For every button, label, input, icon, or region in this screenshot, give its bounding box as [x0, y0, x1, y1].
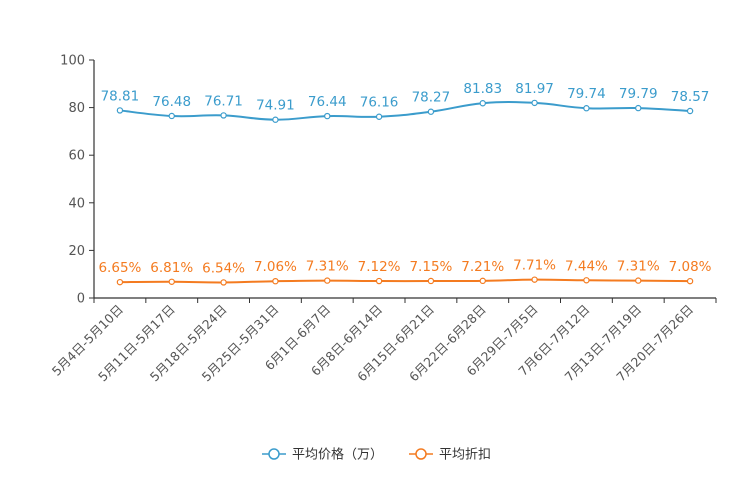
data-point [324, 112, 331, 120]
data-point [272, 116, 279, 123]
data-label: 7.06% [254, 259, 297, 275]
data-label: 7.71% [513, 258, 556, 274]
data-label: 6.65% [98, 260, 141, 276]
data-label: 78.57 [671, 89, 710, 105]
data-label: 7.31% [617, 259, 660, 275]
data-point [116, 107, 124, 114]
legend-item-1[interactable]: 平均折扣 [409, 448, 491, 463]
legend-marker-icon [268, 448, 280, 460]
data-label: 76.16 [360, 95, 399, 111]
data-point [427, 277, 435, 285]
data-point [375, 113, 383, 120]
legend-item-0[interactable]: 平均价格（万） [262, 447, 383, 463]
data-point [479, 277, 486, 285]
y-tick-label: 100 [60, 54, 85, 69]
data-point [220, 112, 227, 119]
data-label: 7.15% [409, 259, 452, 275]
data-point [686, 277, 694, 285]
data-point [686, 107, 694, 115]
series-line-0 [119, 101, 691, 121]
data-point [116, 278, 124, 286]
legend-label: 平均折扣 [439, 448, 491, 463]
data-label: 79.74 [567, 86, 606, 102]
data-point [531, 99, 538, 107]
data-point [168, 112, 175, 120]
data-label: 81.83 [463, 81, 502, 97]
data-labels: 78.81 76.48 76.71 74.91 76.44 76.16 78.27 81.83… [98, 81, 711, 277]
data-label: 74.91 [256, 98, 295, 114]
y-tick-label: 40 [68, 196, 85, 211]
legend-label: 平均价格（万） [292, 447, 383, 463]
data-point [427, 108, 435, 115]
data-label: 7.12% [358, 259, 401, 275]
data-label: 7.44% [565, 258, 608, 274]
data-point [168, 278, 175, 285]
data-point [635, 277, 642, 284]
data-label: 76.48 [152, 94, 191, 110]
data-label: 78.27 [412, 90, 451, 106]
y-tick-label: 60 [68, 149, 85, 164]
data-label: 78.81 [101, 88, 140, 104]
data-point [583, 277, 590, 284]
data-label: 7.08% [669, 259, 712, 275]
legend-marker-icon [415, 448, 427, 460]
data-label: 7.31% [306, 259, 349, 275]
data-point [272, 277, 279, 285]
data-label: 81.97 [515, 81, 554, 97]
y-tick-label: 20 [68, 244, 85, 259]
data-label: 76.44 [308, 94, 347, 110]
data-label: 6.81% [150, 260, 193, 276]
legend[interactable]: 平均价格（万） 平均折扣 [262, 447, 491, 463]
series-line-1 [119, 278, 691, 284]
data-point [324, 277, 331, 284]
y-tick-label: 80 [68, 101, 85, 116]
data-label: 6.54% [202, 260, 245, 276]
data-label: 7.21% [461, 259, 504, 275]
data-point [375, 277, 383, 285]
data-point [583, 105, 590, 112]
data-label: 76.71 [204, 93, 243, 109]
data-point [531, 276, 538, 283]
data-point [635, 104, 642, 112]
data-label: 79.79 [619, 86, 658, 102]
series-layer [116, 99, 694, 286]
data-point [479, 100, 486, 107]
y-tick-label: 0 [77, 292, 85, 307]
data-point [220, 279, 227, 286]
